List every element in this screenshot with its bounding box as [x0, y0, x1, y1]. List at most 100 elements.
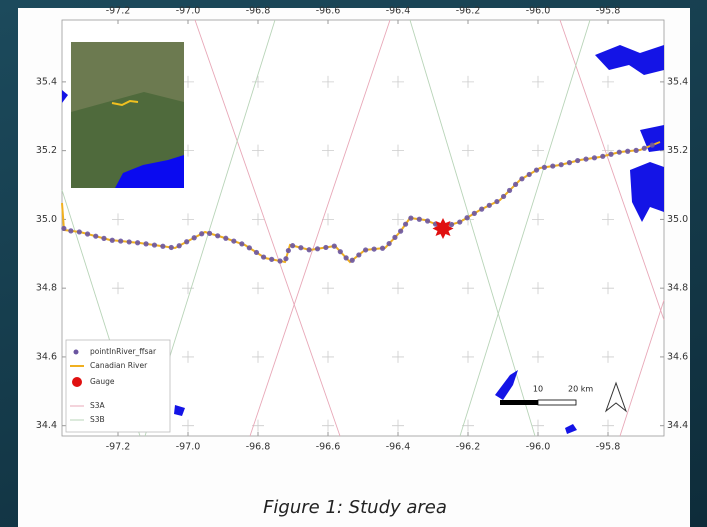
grid-cross: [462, 419, 474, 432]
river-point: [160, 243, 166, 249]
river-point: [448, 221, 455, 228]
river-point: [239, 241, 245, 247]
river-point: [253, 249, 260, 256]
river-point: [541, 164, 547, 170]
river-point: [151, 242, 158, 248]
water: [62, 45, 664, 434]
scale-label: 10: [533, 385, 543, 394]
river-point: [184, 239, 190, 245]
river-point: [349, 257, 355, 263]
river-point: [641, 145, 647, 151]
river-point: [168, 244, 174, 251]
lat-tick-label: 34.4: [667, 420, 688, 431]
river-point: [550, 163, 556, 169]
grid-cross: [252, 144, 264, 157]
river-point: [486, 202, 492, 208]
river-point: [494, 198, 500, 205]
legend-label: Canadian River: [90, 361, 148, 370]
grid-cross: [532, 213, 544, 226]
lon-tick-label: -96.6: [316, 6, 341, 17]
river-point: [285, 247, 291, 254]
lon-tick-label: -96.8: [246, 442, 271, 453]
river-point: [471, 210, 477, 216]
river-point: [575, 157, 581, 164]
grid-cross: [392, 282, 404, 295]
lat-tick-label: 35.4: [667, 76, 688, 87]
lat-tick-label: 34.8: [36, 283, 57, 294]
grid-cross: [252, 75, 264, 88]
river-point: [519, 176, 525, 182]
grid-cross: [182, 350, 194, 363]
lat-tick-label: 35.2: [36, 145, 57, 156]
lat-tick-label: 34.4: [36, 420, 57, 431]
river-point: [533, 167, 540, 173]
lon-tick-label: -96.2: [456, 442, 481, 453]
grid-cross: [182, 213, 194, 226]
lon-tick-label: -97.2: [106, 6, 131, 17]
river-point: [633, 147, 639, 153]
lon-tick-label: -96.6: [316, 442, 341, 453]
grid-cross: [392, 213, 404, 226]
river-point: [356, 252, 362, 258]
lake: [565, 424, 577, 434]
lat-tick-label: 35.2: [667, 145, 688, 156]
grid-cross: [602, 213, 614, 226]
lon-tick-label: -96.2: [456, 6, 481, 17]
river-point: [191, 235, 197, 241]
legend-point: [73, 349, 79, 355]
river-point: [61, 225, 67, 232]
lon-tick-label: -96.0: [526, 442, 551, 453]
river-point: [269, 256, 275, 262]
north-arrow: [604, 381, 628, 413]
grid-cross: [252, 419, 264, 432]
lat-tick-label: 35.0: [667, 214, 688, 225]
s3b-track: [409, 19, 536, 437]
river-point: [118, 238, 124, 244]
lon-tick-label: -96.4: [386, 442, 411, 453]
river-point: [314, 246, 321, 252]
grid-cross: [532, 350, 544, 363]
river-point: [206, 230, 213, 236]
river-point: [526, 171, 532, 178]
river-point: [176, 243, 182, 249]
scale-bar: [537, 399, 577, 406]
grid-cross: [392, 350, 404, 363]
lon-tick-label: -97.2: [106, 442, 131, 453]
river-point: [277, 258, 283, 264]
grid-cross: [392, 75, 404, 88]
river-point: [223, 235, 229, 241]
river-point: [343, 255, 349, 261]
river-point: [398, 228, 404, 234]
river-point: [625, 148, 631, 154]
inset-land: [71, 42, 184, 112]
river-point: [363, 247, 369, 253]
river-point: [649, 142, 655, 148]
river-point: [323, 244, 329, 251]
grid-cross: [532, 282, 544, 295]
river-point: [306, 247, 312, 253]
lat-tick-label: 34.6: [667, 351, 688, 362]
lake: [595, 45, 664, 75]
river-point: [109, 237, 115, 243]
grid-cross: [462, 350, 474, 363]
grid-cross: [322, 350, 334, 363]
grid-cross: [112, 213, 124, 226]
lon-tick-label: -96.0: [526, 6, 551, 17]
river-point: [512, 181, 519, 188]
lat-tick-label: 35.0: [36, 214, 57, 225]
river-point: [600, 153, 606, 159]
legend-label: S3A: [90, 401, 106, 410]
river-point: [464, 215, 470, 221]
river-point: [616, 149, 622, 155]
river-point: [76, 229, 82, 235]
river-point: [506, 187, 513, 194]
lat-tick-label: 35.4: [36, 76, 57, 87]
river-point: [215, 233, 221, 239]
river-point: [199, 231, 205, 237]
lon-tick-label: -95.8: [596, 6, 621, 17]
river-point: [283, 256, 289, 262]
grid-cross: [252, 213, 264, 226]
grid-cross: [182, 419, 194, 432]
grid-cross: [532, 75, 544, 88]
river-point: [143, 241, 149, 247]
